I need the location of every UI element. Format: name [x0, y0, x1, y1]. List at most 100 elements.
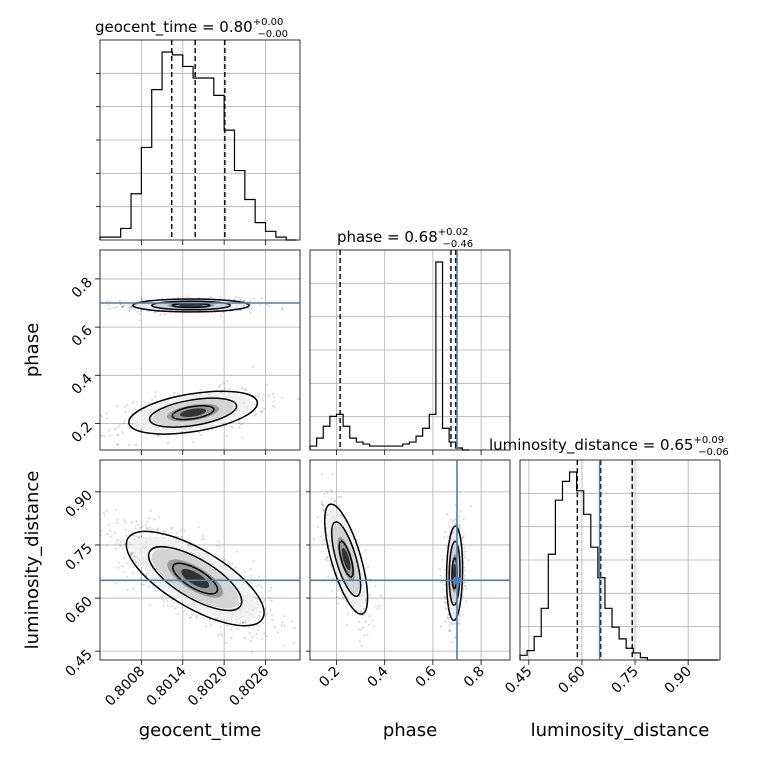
panel-phase-vs-luminosity_distance-mode-1 [445, 525, 464, 622]
hist-bar-geocent_time-8 [183, 66, 193, 240]
y-tick-label-luminosity_distance-0: 0.45 [62, 647, 95, 680]
title-geocent-time-plus: +0.00 [253, 17, 284, 28]
x-tick-label-phase-3: 0.8 [461, 664, 488, 691]
panel-geocent_time-vs-luminosity_distance-contour-0-0 [172, 562, 219, 595]
panel-geocent_time-vs-phase: 0.2 0.4 0.6 0.8 [69, 249, 301, 455]
x-tick-label-geocent_time-1: 0.8014 [144, 663, 190, 709]
hist-bar-luminosity_distance-1 [527, 651, 534, 660]
x-tick-label-geocent_time-0: 0.8008 [102, 664, 148, 710]
hist-panel-luminosity_distance: 0.45 0.60 0.75 0.90 [502, 459, 721, 697]
hist-bar-luminosity_distance-4 [548, 554, 555, 660]
hist-phase-grid [310, 250, 510, 450]
y-tick-label-phase-0: 0.2 [69, 419, 96, 446]
x-tick-label-luminosity_distance-2: 0.75 [609, 664, 642, 697]
title-luminosity-distance-minus: −0.06 [698, 447, 729, 458]
hist-bar-phase-6 [350, 438, 357, 450]
hist-bar-geocent_time-5 [152, 90, 162, 240]
panel-geocent_time-vs-phase-contour-0-1 [150, 300, 232, 311]
x-tick-label-luminosity_distance-1: 0.60 [555, 664, 588, 697]
hist-bar-phase-14 [403, 444, 410, 450]
x-tick-label-luminosity_distance-3: 0.90 [662, 664, 695, 697]
hist-bar-luminosity_distance-16 [633, 653, 640, 660]
hist-bar-luminosity_distance-10 [591, 547, 598, 660]
hist-bar-luminosity_distance-9 [584, 514, 591, 660]
hist-bar-phase-15 [409, 442, 416, 450]
panel-phase-vs-luminosity_distance-contour-1-1 [448, 540, 461, 606]
y-axis-label-luminosity-distance: luminosity_distance [22, 471, 43, 650]
panel-geocent_time-vs-luminosity_distance-frame [99, 459, 301, 661]
hist-bar-geocent_time-14 [245, 200, 255, 240]
panel-geocent_time-vs-luminosity_distance-contour-0-1 [147, 545, 243, 612]
hist-outline-geocent_time [99, 51, 297, 241]
title-geocent-time-minus: −0.00 [257, 29, 288, 40]
y-tick-label-phase-2: 0.6 [69, 323, 96, 350]
panel-phase-vs-luminosity_distance-truth-point [452, 576, 461, 585]
hist-bar-phase-2 [323, 426, 330, 450]
hist-bar-phase-16 [416, 436, 423, 450]
y-tick-label-luminosity_distance-1: 0.60 [62, 594, 95, 627]
x-tick-label-geocent_time-2: 0.8020 [185, 664, 231, 710]
panel-geocent_time-vs-phase-contour-1-1 [148, 397, 238, 428]
x-tick-label-phase-1: 0.4 [364, 663, 391, 690]
panel-geocent_time-vs-phase-mode-1 [128, 390, 259, 435]
y-axis-label-phase: phase [22, 323, 43, 377]
panel-geocent_time-vs-phase-mode-0 [132, 298, 250, 313]
panel-geocent_time-vs-luminosity_distance-mode-0 [125, 530, 265, 627]
title-luminosity-distance-plus: +0.09 [693, 435, 724, 446]
hist-bar-luminosity_distance-14 [619, 639, 626, 660]
hist-bar-geocent_time-11 [214, 95, 224, 240]
hist-bar-phase-1 [317, 438, 324, 450]
title-phase-plus: +0.02 [438, 227, 469, 238]
panel-phase-vs-luminosity_distance-contour-0-1 [330, 521, 362, 598]
panel-phase-vs-luminosity_distance: 0.2 0.4 0.6 0.8 [306, 459, 511, 691]
hist-bar-geocent_time-10 [203, 78, 213, 240]
hist-bar-geocent_time-7 [172, 55, 182, 240]
panel-geocent_time-vs-phase-contour-1-2 [128, 390, 259, 435]
hist-bar-geocent_time-6 [162, 52, 172, 240]
hist-bar-luminosity_distance-0 [520, 655, 527, 660]
hist-outline-phase [309, 261, 470, 451]
hist-phase-frame [309, 249, 511, 451]
x-tick-label-luminosity_distance-0: 0.45 [502, 664, 535, 697]
x-axis-label-luminosity-distance: luminosity_distance [531, 720, 710, 741]
title-phase-minus: −0.46 [442, 239, 473, 250]
panel-phase-vs-luminosity_distance-mode-0 [323, 503, 369, 615]
y-tick-label-phase-3: 0.8 [69, 274, 96, 301]
y-tick-label-luminosity_distance-2: 0.75 [62, 540, 95, 573]
hist-bar-luminosity_distance-7 [570, 472, 577, 660]
hist-bar-phase-19 [436, 262, 443, 450]
panel-geocent_time-vs-phase-contour-1-0 [171, 404, 215, 421]
hist-bar-geocent_time-16 [266, 231, 276, 240]
y-tick-label-phase-1: 0.4 [69, 371, 96, 398]
hist-outline-luminosity_distance [519, 471, 719, 661]
hist-bar-luminosity_distance-13 [612, 627, 619, 660]
x-tick-label-phase-2: 0.6 [413, 663, 440, 690]
x-axis-label-geocent-time: geocent_time [139, 720, 262, 741]
hist-bar-geocent_time-15 [255, 223, 265, 240]
hist-bar-geocent_time-4 [141, 147, 151, 240]
hist-bar-phase-8 [363, 444, 370, 450]
x-tick-label-phase-0: 0.2 [316, 664, 343, 691]
title-phase: phase = 0.68+0.02 −0.46 [337, 227, 473, 250]
hist-bar-geocent_time-3 [131, 194, 141, 240]
panel-phase-vs-luminosity_distance-contour-0-0 [338, 540, 354, 578]
panel-geocent_time-vs-luminosity_distance-contour-0-2 [125, 530, 265, 627]
y-tick-label-luminosity_distance-3: 0.90 [62, 487, 95, 520]
hist-luminosity_distance-frame [519, 459, 721, 661]
hist-bar-phase-3 [330, 416, 337, 450]
panel-phase-vs-luminosity_distance-contour-1-2 [445, 525, 464, 622]
hist-bar-luminosity_distance-5 [555, 500, 562, 660]
hist-bar-geocent_time-12 [224, 130, 234, 240]
hist-bar-phase-20 [443, 428, 450, 450]
panel-geocent_time-vs-phase-frame [99, 249, 301, 451]
hist-luminosity_distance-grid [520, 460, 720, 660]
hist-bar-luminosity_distance-3 [541, 608, 548, 660]
hist-bar-phase-17 [423, 428, 430, 450]
hist-bar-phase-7 [356, 442, 363, 450]
hist-bar-geocent_time-13 [234, 171, 244, 240]
hist-bar-luminosity_distance-2 [534, 637, 541, 661]
panel-geocent_time-vs-phase-contour-0-2 [132, 298, 250, 313]
hist-bar-phase-5 [343, 426, 350, 450]
title-luminosity-distance: luminosity_distance = 0.65+0.09 −0.06 [489, 435, 729, 458]
